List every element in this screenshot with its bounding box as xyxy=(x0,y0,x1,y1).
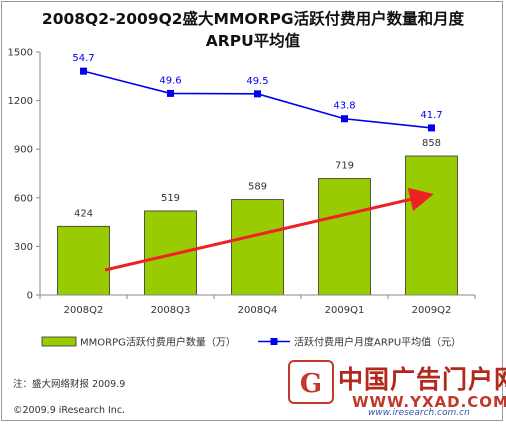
bar-2008Q4 xyxy=(231,199,284,296)
bar-value-label: 589 xyxy=(248,182,267,193)
arpu-value-label: 49.5 xyxy=(246,76,268,87)
bar-2009Q2 xyxy=(405,155,458,296)
bar-value-label: 719 xyxy=(335,161,354,172)
y-tick-label: 600 xyxy=(14,193,33,204)
watermark-logo-icon: G xyxy=(288,360,334,404)
legend-bar-swatch xyxy=(41,336,77,347)
watermark-chinese-text: 中国广告门户网 xyxy=(338,365,506,394)
arpu-marker xyxy=(341,115,348,123)
x-tick-label: 2008Q4 xyxy=(238,305,278,316)
arpu-value-label: 54.7 xyxy=(72,53,94,64)
y-tick-label: 0 xyxy=(27,291,33,302)
arpu-marker xyxy=(167,89,174,97)
legend-line-marker xyxy=(270,338,278,345)
x-tick-label: 2009Q2 xyxy=(412,305,452,316)
x-tick-label: 2008Q2 xyxy=(64,305,104,316)
legend-bar-label: MMORPG活跃付费用户数量（万） xyxy=(80,336,236,349)
arpu-value-label: 49.6 xyxy=(159,75,181,86)
y-tick-label: 1200 xyxy=(8,96,33,107)
chart-title: 2008Q2-2009Q2盛大MMORPG活跃付费用户数量和月度ARPU平均值 xyxy=(41,10,465,50)
watermark-source: www.iresearch.com.cn xyxy=(368,408,470,418)
y-tick-label: 300 xyxy=(14,242,33,253)
arpu-value-label: 43.8 xyxy=(333,101,355,112)
bar-value-label: 424 xyxy=(74,208,93,219)
y-tick-label: 1500 xyxy=(8,48,33,59)
watermark-url: WWW.YXAD.COM xyxy=(352,393,506,411)
arpu-value-label: 41.7 xyxy=(420,110,442,121)
watermark: G 中国广告门户网 WWW.YXAD.COM www.iresearch.com… xyxy=(288,360,506,418)
arpu-marker xyxy=(428,124,435,132)
bar-value-label: 858 xyxy=(422,138,441,149)
x-tick-label: 2008Q3 xyxy=(151,305,191,316)
legend-line-label: 活跃付费用户月度ARPU平均值（元） xyxy=(294,336,461,349)
copyright-text: ©2009.9 iResearch Inc. xyxy=(13,405,126,416)
y-tick-label: 900 xyxy=(14,145,33,156)
arpu-marker xyxy=(254,90,261,98)
arpu-marker xyxy=(80,67,87,75)
bar-2009Q1 xyxy=(318,178,371,296)
bar-2008Q2 xyxy=(57,225,110,296)
trend-arrow xyxy=(104,187,434,272)
bar-value-label: 519 xyxy=(161,193,180,204)
bar-2008Q3 xyxy=(144,210,197,296)
x-tick-label: 2009Q1 xyxy=(325,305,365,316)
source-note: 注：盛大网络财报 2009.9 xyxy=(13,379,126,390)
